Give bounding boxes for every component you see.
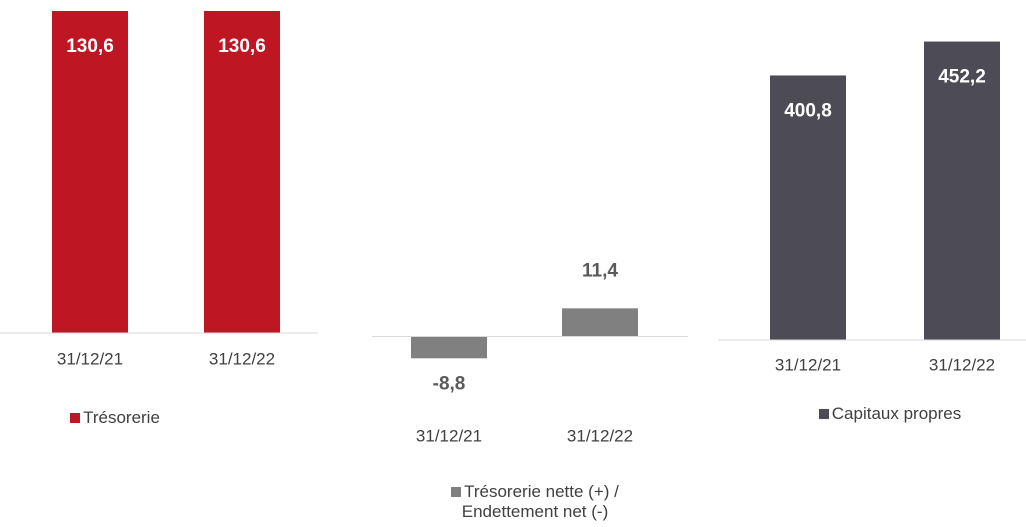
value-label: 452,2 — [938, 67, 986, 88]
value-label: -8,8 — [433, 373, 466, 394]
legend-label: Capitaux propres — [831, 404, 962, 423]
value-label: 11,4 — [582, 260, 618, 281]
value-label: 130,6 — [218, 36, 266, 57]
x-tick-label: 31/12/21 — [57, 349, 123, 368]
x-tick-label: 31/12/22 — [567, 426, 633, 445]
x-tick-label: 31/12/21 — [775, 355, 841, 374]
x-tick-label: 31/12/21 — [416, 426, 482, 445]
bar — [924, 41, 1000, 340]
legend: Trésorerie nette (+) / Endettement net (… — [440, 482, 630, 522]
bar — [562, 308, 638, 337]
bar — [52, 10, 128, 333]
legend-label: Trésorerie nette (+) / Endettement net (… — [461, 482, 619, 521]
legend: Capitaux propres — [790, 404, 990, 424]
legend-swatch — [451, 487, 462, 497]
bar — [411, 336, 487, 359]
x-tick-label: 31/12/22 — [929, 355, 995, 374]
value-label: 130,6 — [66, 36, 114, 57]
value-label: 400,8 — [784, 100, 832, 121]
bar — [204, 10, 280, 333]
x-tick-label: 31/12/22 — [209, 349, 275, 368]
bar — [770, 75, 846, 341]
legend-label: Trésorerie — [83, 408, 160, 427]
legend: Trésorerie — [20, 408, 210, 428]
legend-swatch — [818, 409, 829, 419]
legend-swatch — [70, 413, 81, 423]
